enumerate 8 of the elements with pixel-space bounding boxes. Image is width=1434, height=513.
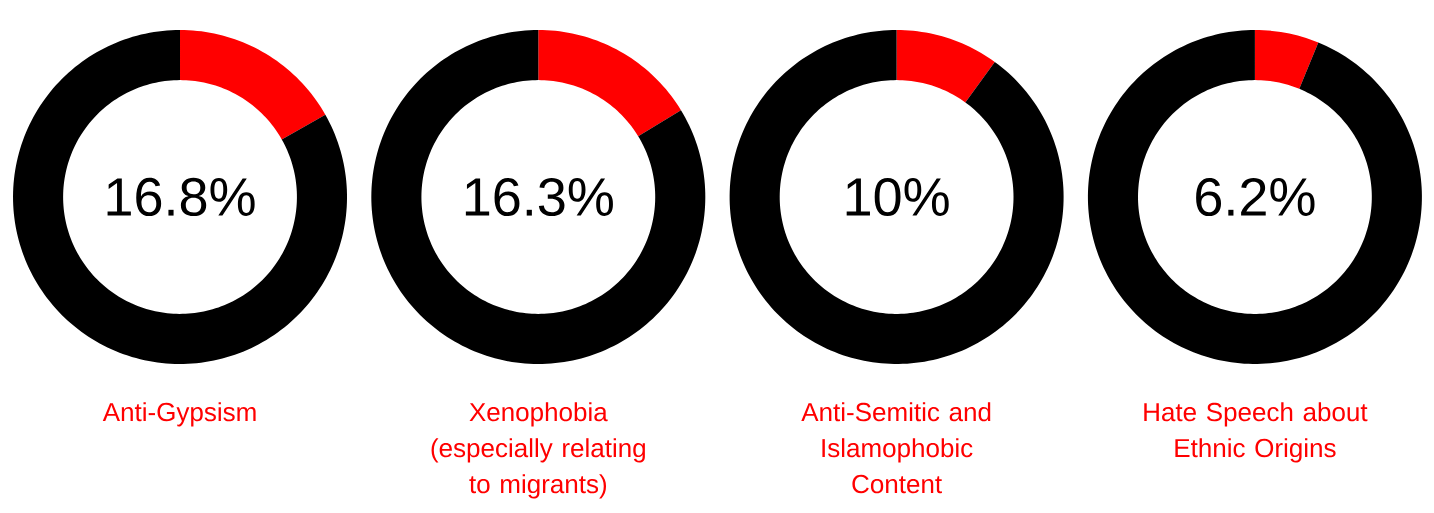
text: 6.2%: [1196, 177, 1315, 217]
text: 10%: [846, 177, 949, 217]
text: Hate Speech about Ethnic Origins: [1144, 402, 1368, 463]
text: Anti-Gypsism: [102, 402, 256, 427]
text: Anti-Semitic and Islamophobic Content: [801, 402, 991, 494]
text: Xenophobia (especially relating to migrants): [431, 402, 645, 499]
text: 16.8%: [107, 177, 255, 217]
text: 16.3%: [465, 177, 613, 217]
